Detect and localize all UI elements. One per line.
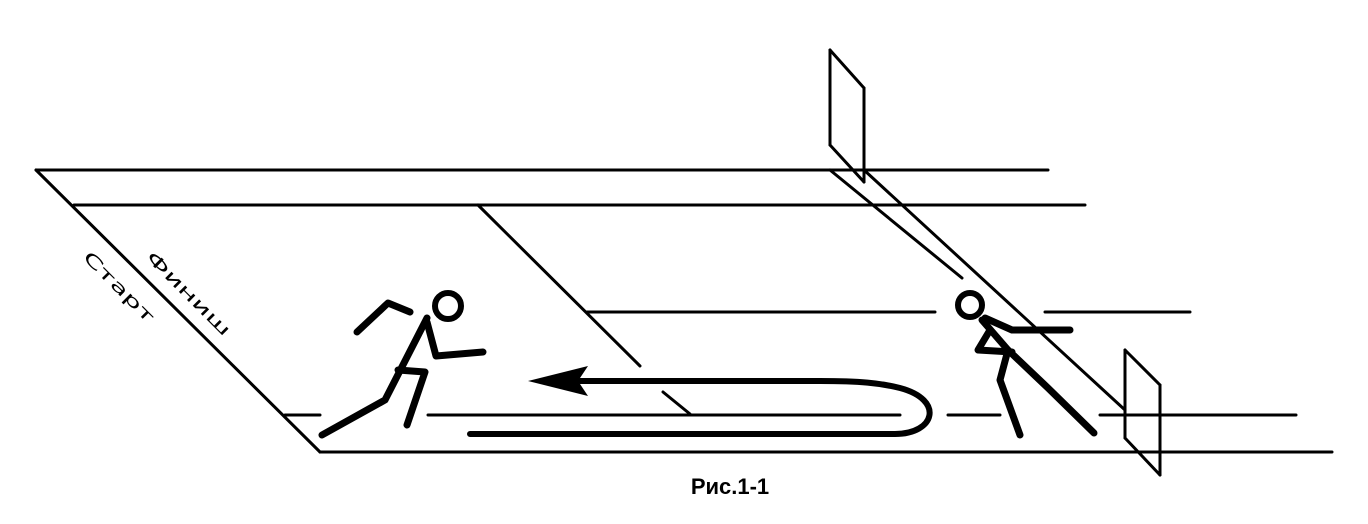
gate-back-bottom — [828, 143, 866, 184]
runner-right-body — [978, 316, 1024, 439]
runner-left-leg — [394, 366, 429, 429]
runner-right-arm-back — [974, 326, 1016, 356]
zone-line-1 — [476, 203, 642, 368]
finish-gate-front — [1123, 348, 1162, 477]
track-outline — [34, 168, 1334, 454]
runner-left-head — [432, 290, 464, 322]
figure-caption: Рис.1-1 — [690, 474, 770, 499]
relay-zone — [283, 168, 1298, 417]
runner-left-arm-back — [353, 299, 414, 336]
movement-path — [467, 366, 933, 437]
zone-line-3 — [862, 168, 1127, 412]
zone-line-2 — [828, 168, 964, 280]
runner-right-arm-front — [981, 314, 1074, 334]
runner-right-leg — [1004, 346, 1098, 437]
runner-left-body — [318, 314, 431, 439]
runner-right-head — [955, 290, 985, 320]
zone-line-1-tail — [661, 390, 692, 416]
gate-front-top — [1123, 348, 1162, 387]
runner-left-arm-front — [423, 318, 487, 360]
arrow-head-icon — [528, 366, 588, 396]
gate-back-top — [828, 48, 866, 90]
finish-label: Финиш — [142, 247, 235, 340]
gate-front-bottom — [1123, 436, 1162, 477]
runner-right-icon — [955, 290, 1098, 439]
finish-gate-back — [828, 48, 866, 184]
path-loop — [467, 378, 933, 437]
runner-left-icon — [318, 290, 487, 439]
start-line — [34, 168, 322, 454]
